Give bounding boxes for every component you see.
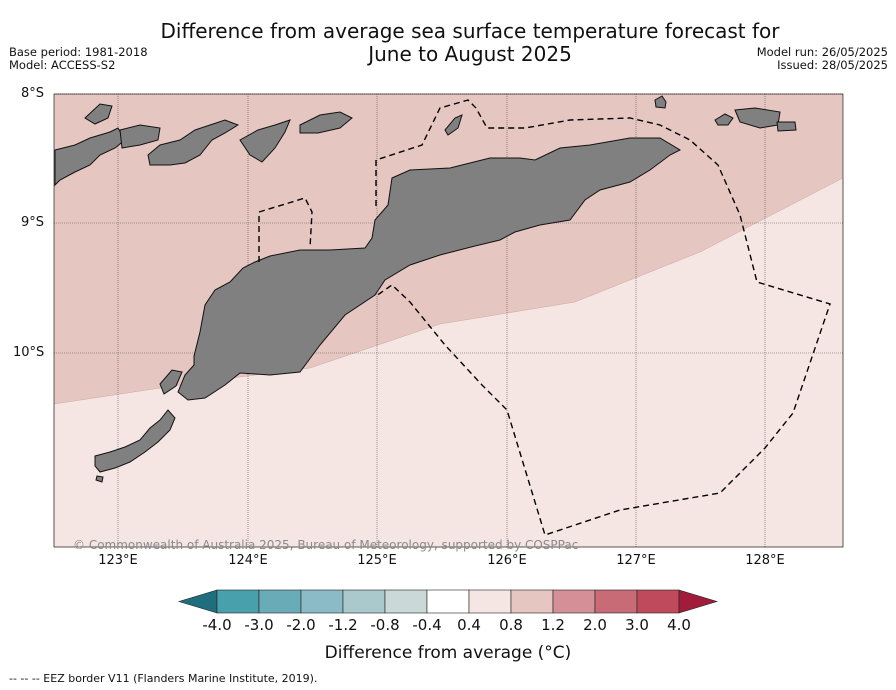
colorbar-swatch: [258, 589, 302, 614]
colorbar-tick-label: -4.0: [202, 616, 232, 634]
colorbar-tick-label: 2.0: [583, 616, 607, 634]
base-period: Base period: 1981-2018: [9, 45, 148, 59]
copyright-notice: © Commonwealth of Australia 2025, Bureau…: [73, 538, 579, 552]
small-island-2: [119, 124, 161, 149]
colorbar-tick-label: -2.0: [286, 616, 316, 634]
colorbar-tick-label: 1.2: [541, 616, 565, 634]
small-island-1: [84, 103, 113, 125]
timor-island: [177, 137, 682, 401]
title-line-2: June to August 2025: [368, 42, 572, 66]
colorbar-swatch: [552, 589, 596, 614]
model-name: Model: ACCESS-S2: [9, 58, 116, 72]
colorbar-swatch: [216, 589, 260, 614]
colorbar-tick-label: 4.0: [667, 616, 691, 634]
colorbar-swatch: [342, 589, 386, 614]
run-info: Model run: 26/05/2025 Issued: 28/05/2025: [757, 46, 888, 72]
model-run: Model run: 26/05/2025: [756, 45, 888, 59]
issued-date: Issued: 28/05/2025: [777, 58, 888, 72]
small-island-4: [654, 95, 667, 109]
lon-label-126e: 126°E: [487, 553, 527, 568]
lon-label-125e: 125°E: [357, 553, 397, 568]
small-island-8: [95, 475, 104, 483]
lat-label-9s: 9°S: [21, 215, 45, 230]
colorbar-tick-label: -1.2: [328, 616, 358, 634]
eez-border-note: -- -- -- EEZ border V11 (Flanders Marine…: [9, 672, 318, 685]
colorbar-swatch: [594, 589, 638, 614]
small-island-5: [714, 113, 734, 126]
lat-label-10s: 10°S: [13, 345, 45, 360]
alor-pantar-islands: [54, 127, 126, 187]
map-frame: [53, 93, 844, 548]
lat-label-8s: 8°S: [21, 86, 45, 101]
colorbar: [177, 589, 719, 614]
title-line-1: Difference from average sea surface temp…: [160, 19, 780, 43]
colorbar-extend-low: [177, 589, 218, 614]
colorbar-tick-label: -3.0: [244, 616, 274, 634]
colorbar-swatch: [384, 589, 428, 614]
lon-label-128e: 128°E: [745, 553, 785, 568]
eez-border: [258, 99, 831, 536]
colorbar-swatch: [510, 589, 554, 614]
rote-island: [94, 409, 176, 473]
colorbar-tick-labels: -4.0 -3.0 -2.0 -1.2 -0.8 -0.4 0.4 0.8 1.2 2.0 3.0 4…: [0, 616, 896, 634]
kisar-island: [444, 114, 463, 136]
colorbar-swatch: [468, 589, 512, 614]
colorbar-tick-label: -0.4: [412, 616, 442, 634]
semau-island: [159, 369, 183, 395]
lon-label-127e: 127°E: [616, 553, 656, 568]
lon-label-123e: 123°E: [98, 553, 138, 568]
atauro-island: [239, 119, 291, 163]
colorbar-tick-label: 0.8: [499, 616, 523, 634]
map-title: Difference from average sea surface temp…: [100, 20, 840, 66]
colorbar-swatch: [300, 589, 344, 614]
colorbar-label: Difference from average (°C): [324, 643, 572, 663]
colorbar-tick-label: 3.0: [625, 616, 649, 634]
colorbar-extend-high: [678, 589, 719, 614]
colorbar-swatch: [636, 589, 680, 614]
small-island-7: [776, 121, 797, 132]
small-island-3: [147, 119, 240, 166]
land: [54, 95, 797, 483]
wetar-island: [299, 111, 353, 134]
colorbar-swatch: [426, 589, 470, 614]
base-info: Base period: 1981-2018 Model: ACCESS-S2: [9, 46, 148, 72]
colorbar-tick-label: -0.8: [370, 616, 400, 634]
lon-label-124e: 124°E: [228, 553, 268, 568]
colorbar-tick-label: 0.4: [457, 616, 481, 634]
